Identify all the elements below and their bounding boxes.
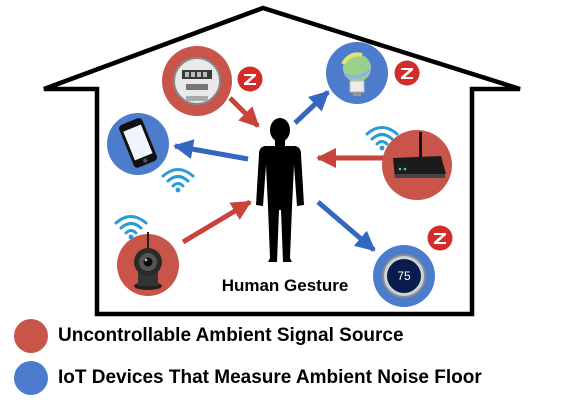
smartphone-icon xyxy=(107,113,169,175)
legend-dot-red xyxy=(14,319,48,353)
legend-item-ambient-source: Uncontrollable Ambient Signal Source xyxy=(14,318,570,354)
arrow-human-to-thermostat xyxy=(316,200,376,252)
arrow-meter-to-human xyxy=(228,96,260,128)
zigbee-logo-bulb xyxy=(394,60,420,86)
arrow-human-to-phone xyxy=(173,139,249,162)
legend-dot-blue xyxy=(14,361,48,395)
thermostat-display: 75 xyxy=(397,269,411,283)
arrow-human-to-bulb xyxy=(293,90,330,125)
smart-bulb-icon xyxy=(326,42,388,104)
house-outline xyxy=(43,5,521,317)
arrow-camera-to-human xyxy=(181,199,252,245)
human-silhouette xyxy=(256,118,304,262)
wifi-icon-phone xyxy=(161,168,195,193)
thermostat-icon: 75 xyxy=(373,245,435,307)
security-camera-icon xyxy=(117,232,179,296)
legend-label-ambient-source: Uncontrollable Ambient Signal Source xyxy=(58,325,404,346)
legend-label-iot-devices: IoT Devices That Measure Ambient Noise F… xyxy=(58,367,482,388)
zigbee-logo-meter xyxy=(237,66,263,92)
legend-item-iot-devices: IoT Devices That Measure Ambient Noise F… xyxy=(14,360,570,396)
wifi-router-icon xyxy=(382,130,452,200)
zigbee-logo-thermostat xyxy=(427,225,453,251)
power-meter-icon xyxy=(162,46,232,116)
human-gesture-label: Human Gesture xyxy=(221,276,349,295)
